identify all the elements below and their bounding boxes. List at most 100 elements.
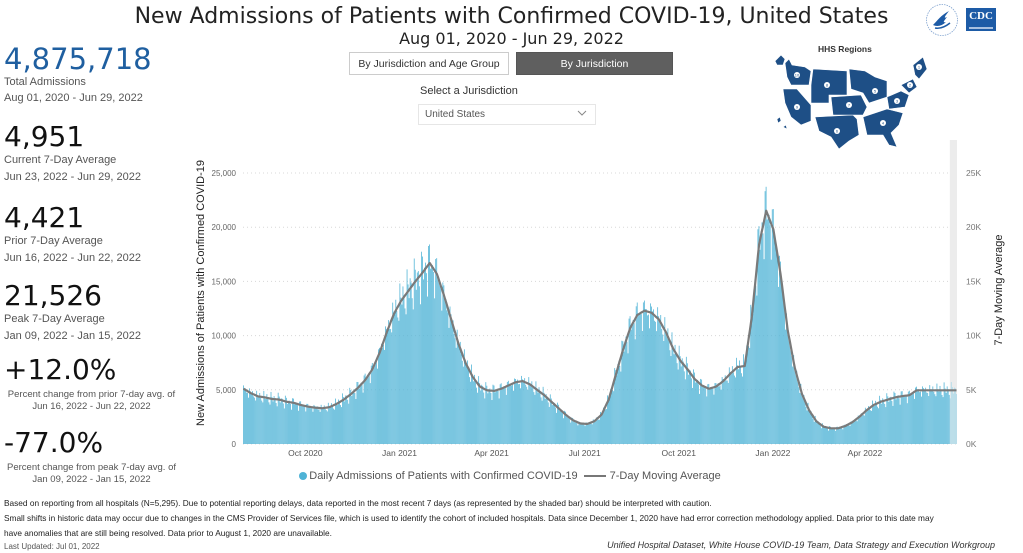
daily-bar: [652, 311, 653, 444]
data-source: Unified Hospital Dataset, White House CO…: [607, 540, 995, 550]
x-tick-label: Oct 2021: [662, 448, 697, 458]
y2-tick-label: 0K: [966, 439, 977, 449]
daily-bar: [304, 406, 306, 444]
daily-bar: [390, 329, 392, 444]
daily-bar: [443, 285, 445, 444]
daily-bar: [511, 385, 512, 444]
daily-bar: [507, 380, 509, 444]
y-tick-label: 20,000: [212, 223, 237, 232]
daily-bar: [327, 402, 329, 444]
daily-bar: [425, 262, 426, 444]
daily-bar: [306, 403, 308, 444]
daily-bar: [389, 328, 391, 444]
daily-bar: [799, 392, 801, 444]
daily-bar: [810, 411, 812, 444]
kpi-label: Prior 7-Day Average: [4, 235, 103, 247]
daily-bar: [879, 395, 881, 444]
daily-bar: [725, 380, 727, 444]
daily-bar: [819, 425, 821, 444]
daily-bar: [473, 381, 474, 444]
daily-bar: [722, 378, 724, 444]
daily-bar: [338, 399, 339, 444]
hhs-regions-map[interactable]: 10 8 9 6 7 5 4 3 2 1: [775, 55, 940, 150]
daily-bar: [251, 392, 252, 444]
daily-bar: [723, 379, 725, 444]
daily-bar: [360, 382, 362, 444]
daily-bar: [343, 397, 345, 444]
daily-bar: [622, 341, 624, 444]
daily-bar: [734, 375, 735, 444]
daily-bar: [366, 377, 368, 444]
daily-bar: [632, 319, 634, 444]
daily-bar: [877, 406, 878, 444]
daily-bar: [552, 402, 554, 444]
daily-bar: [272, 401, 274, 444]
jurisdiction-select[interactable]: United States: [418, 104, 596, 125]
daily-bar: [434, 298, 436, 444]
daily-bar: [364, 373, 366, 444]
kpi-label: Total Admissions: [4, 76, 86, 88]
daily-bar: [939, 385, 941, 444]
daily-bar: [505, 394, 507, 444]
daily-bar: [893, 391, 895, 444]
y-tick-label: 5,000: [216, 386, 237, 395]
daily-bar: [705, 388, 707, 444]
daily-bar: [815, 419, 817, 444]
daily-bar: [341, 407, 342, 444]
daily-bar: [798, 387, 800, 444]
daily-bar: [811, 414, 813, 444]
jurisdiction-select-value: United States: [425, 109, 486, 120]
daily-bar: [795, 371, 797, 444]
x-tick-label: Oct 2020: [288, 448, 323, 458]
daily-bar: [524, 378, 526, 444]
daily-bar: [682, 361, 684, 444]
daily-bar: [707, 384, 709, 444]
daily-bar: [503, 387, 505, 444]
daily-bar: [828, 430, 829, 444]
daily-bar: [316, 406, 318, 444]
daily-bar: [743, 354, 744, 444]
daily-bar: [777, 286, 779, 444]
tab-by-jurisdiction-and-age-group[interactable]: By Jurisdiction and Age Group: [349, 52, 509, 75]
daily-bar: [255, 400, 257, 444]
daily-bar: [271, 397, 273, 444]
daily-bar: [328, 406, 330, 444]
daily-bar: [564, 410, 565, 444]
daily-bar: [572, 418, 574, 444]
daily-bar: [900, 391, 902, 444]
region-label: 9: [796, 105, 799, 110]
daily-bar: [329, 407, 331, 444]
daily-bar: [354, 392, 356, 444]
daily-bar: [371, 363, 373, 444]
x-tick-label: Apr 2021: [474, 448, 509, 458]
daily-bar: [801, 393, 803, 444]
daily-bar: [591, 424, 593, 444]
y2-axis-label: 7-Day Moving Average: [993, 234, 1005, 345]
daily-bar: [401, 304, 403, 444]
daily-bar: [509, 383, 511, 444]
daily-bar: [886, 393, 888, 444]
daily-bar: [953, 387, 955, 444]
daily-bar: [934, 394, 936, 444]
daily-bar: [506, 381, 508, 444]
daily-bar: [350, 390, 352, 444]
daily-bar: [403, 295, 405, 444]
region-label: 2: [909, 83, 912, 88]
page-title: New Admissions of Patients with Confirme…: [134, 4, 889, 29]
daily-bar: [243, 385, 244, 444]
daily-bar: [917, 389, 918, 444]
daily-bar: [882, 398, 884, 444]
daily-bar: [261, 400, 263, 444]
daily-bar: [740, 366, 741, 444]
daily-bar: [533, 392, 535, 444]
daily-bar: [838, 428, 840, 444]
daily-bar: [842, 429, 844, 444]
daily-bar: [813, 421, 815, 444]
daily-bar: [358, 388, 360, 444]
daily-bar: [696, 380, 697, 444]
daily-bar: [559, 410, 560, 444]
kpi-value: +12.0%: [4, 353, 117, 386]
daily-bar: [937, 389, 939, 444]
tab-by-jurisdiction[interactable]: By Jurisdiction: [516, 52, 673, 75]
daily-bar: [926, 392, 928, 444]
